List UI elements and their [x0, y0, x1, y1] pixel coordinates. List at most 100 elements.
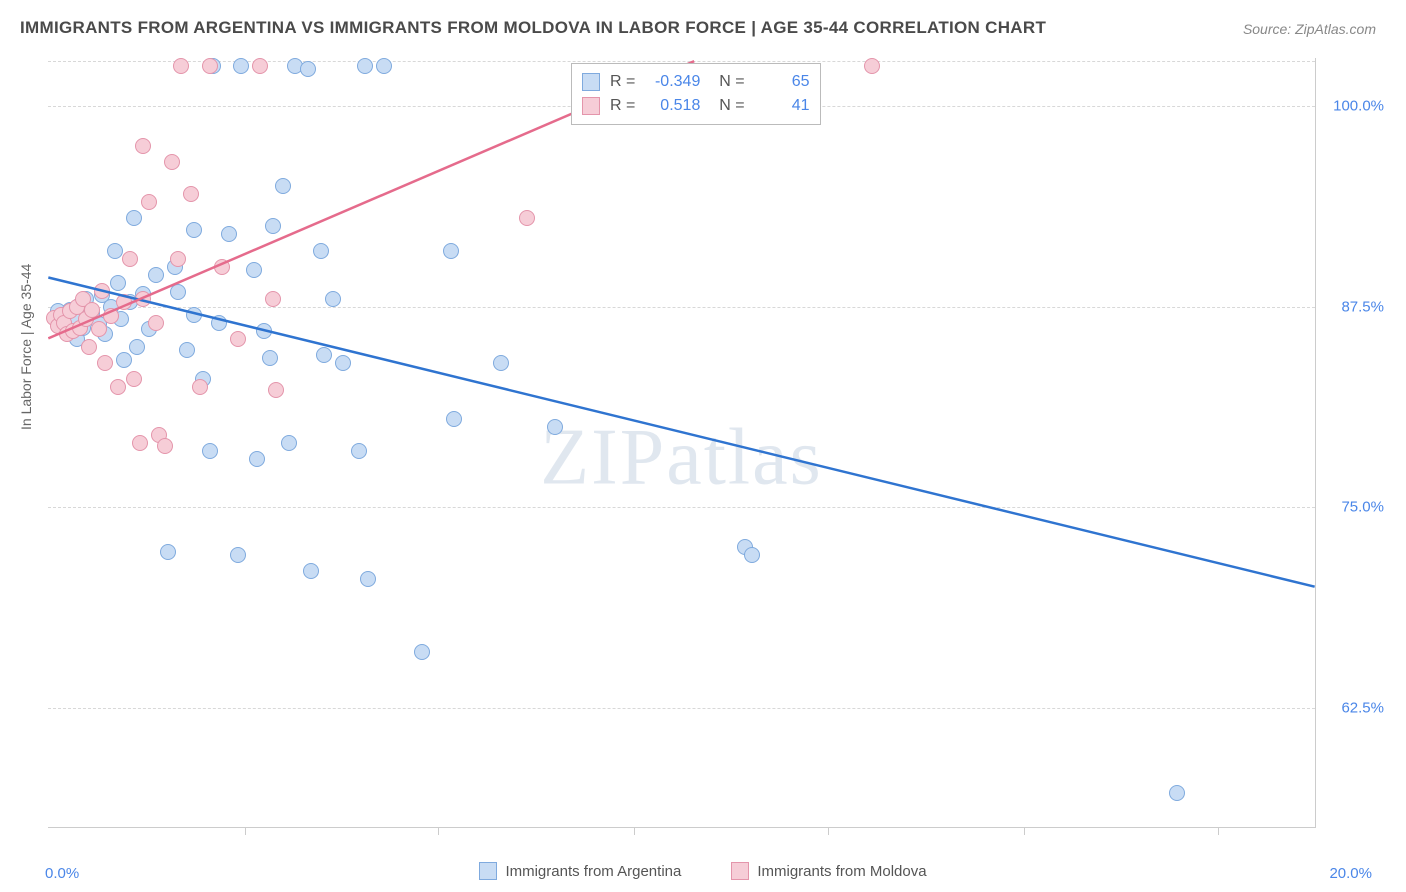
- n-value-moldova: 41: [755, 94, 810, 118]
- data-point: [81, 339, 97, 355]
- data-point: [268, 382, 284, 398]
- x-tick-min: 0.0%: [45, 865, 79, 882]
- legend-item-moldova: Immigrants from Moldova: [731, 862, 926, 880]
- x-tick: [1024, 827, 1025, 835]
- data-point: [97, 355, 113, 371]
- data-point: [230, 331, 246, 347]
- x-tick-max: 20.0%: [1329, 865, 1372, 882]
- data-point: [446, 411, 462, 427]
- data-point: [192, 379, 208, 395]
- legend-label-moldova: Immigrants from Moldova: [757, 863, 926, 880]
- data-point: [84, 302, 100, 318]
- data-point: [230, 547, 246, 563]
- correlation-legend: R = -0.349 N = 65 R = 0.518 N = 41: [571, 63, 821, 125]
- n-value-argentina: 65: [755, 70, 810, 94]
- regression-lines: [48, 58, 1315, 827]
- data-point: [202, 58, 218, 74]
- legend-row-moldova: R = 0.518 N = 41: [582, 94, 810, 118]
- data-point: [265, 291, 281, 307]
- data-point: [116, 294, 132, 310]
- data-point: [91, 321, 107, 337]
- data-point: [233, 58, 249, 74]
- data-point: [141, 194, 157, 210]
- data-point: [186, 222, 202, 238]
- data-point: [300, 61, 316, 77]
- y-tick-label: 75.0%: [1341, 499, 1384, 516]
- data-point: [94, 283, 110, 299]
- gridline: [48, 307, 1315, 308]
- data-point: [519, 210, 535, 226]
- data-point: [325, 291, 341, 307]
- gridline: [48, 708, 1315, 709]
- data-point: [170, 284, 186, 300]
- data-point: [1169, 785, 1185, 801]
- data-point: [246, 262, 262, 278]
- swatch-argentina: [582, 73, 600, 91]
- data-point: [493, 355, 509, 371]
- y-axis-label: In Labor Force | Age 35-44: [18, 264, 34, 430]
- data-point: [256, 323, 272, 339]
- data-point: [744, 547, 760, 563]
- data-point: [164, 154, 180, 170]
- data-point: [335, 355, 351, 371]
- data-point: [148, 267, 164, 283]
- data-point: [265, 218, 281, 234]
- data-point: [122, 251, 138, 267]
- y-tick-label: 100.0%: [1333, 98, 1384, 115]
- series-legend: Immigrants from Argentina Immigrants fro…: [0, 862, 1406, 880]
- data-point: [357, 58, 373, 74]
- n-label: N =: [710, 94, 744, 118]
- data-point: [221, 226, 237, 242]
- data-point: [864, 58, 880, 74]
- gridline: [48, 507, 1315, 508]
- data-point: [262, 350, 278, 366]
- data-point: [281, 435, 297, 451]
- data-point: [110, 379, 126, 395]
- swatch-argentina: [479, 862, 497, 880]
- data-point: [110, 275, 126, 291]
- data-point: [249, 451, 265, 467]
- data-point: [186, 307, 202, 323]
- r-value-moldova: 0.518: [645, 94, 700, 118]
- chart-title: IMMIGRANTS FROM ARGENTINA VS IMMIGRANTS …: [20, 18, 1046, 38]
- data-point: [275, 178, 291, 194]
- data-point: [135, 291, 151, 307]
- data-point: [376, 58, 392, 74]
- legend-item-argentina: Immigrants from Argentina: [479, 862, 681, 880]
- data-point: [126, 371, 142, 387]
- data-point: [173, 58, 189, 74]
- y-tick-label: 87.5%: [1341, 298, 1384, 315]
- data-point: [107, 243, 123, 259]
- data-point: [360, 571, 376, 587]
- watermark: ZIPatlas: [540, 412, 823, 503]
- data-point: [183, 186, 199, 202]
- data-point: [547, 419, 563, 435]
- swatch-moldova: [582, 97, 600, 115]
- r-label: R =: [610, 94, 635, 118]
- data-point: [148, 315, 164, 331]
- data-point: [443, 243, 459, 259]
- data-point: [211, 315, 227, 331]
- legend-row-argentina: R = -0.349 N = 65: [582, 70, 810, 94]
- scatter-plot-area: ZIPatlas: [48, 58, 1316, 828]
- data-point: [316, 347, 332, 363]
- swatch-moldova: [731, 862, 749, 880]
- data-point: [160, 544, 176, 560]
- data-point: [116, 352, 132, 368]
- x-tick: [828, 827, 829, 835]
- data-point: [202, 443, 218, 459]
- r-value-argentina: -0.349: [645, 70, 700, 94]
- data-point: [179, 342, 195, 358]
- data-point: [214, 259, 230, 275]
- data-point: [313, 243, 329, 259]
- y-tick-label: 62.5%: [1341, 699, 1384, 716]
- data-point: [129, 339, 145, 355]
- data-point: [126, 210, 142, 226]
- data-point: [252, 58, 268, 74]
- data-point: [351, 443, 367, 459]
- data-point: [103, 308, 119, 324]
- x-tick: [1218, 827, 1219, 835]
- r-label: R =: [610, 70, 635, 94]
- data-point: [170, 251, 186, 267]
- data-point: [135, 138, 151, 154]
